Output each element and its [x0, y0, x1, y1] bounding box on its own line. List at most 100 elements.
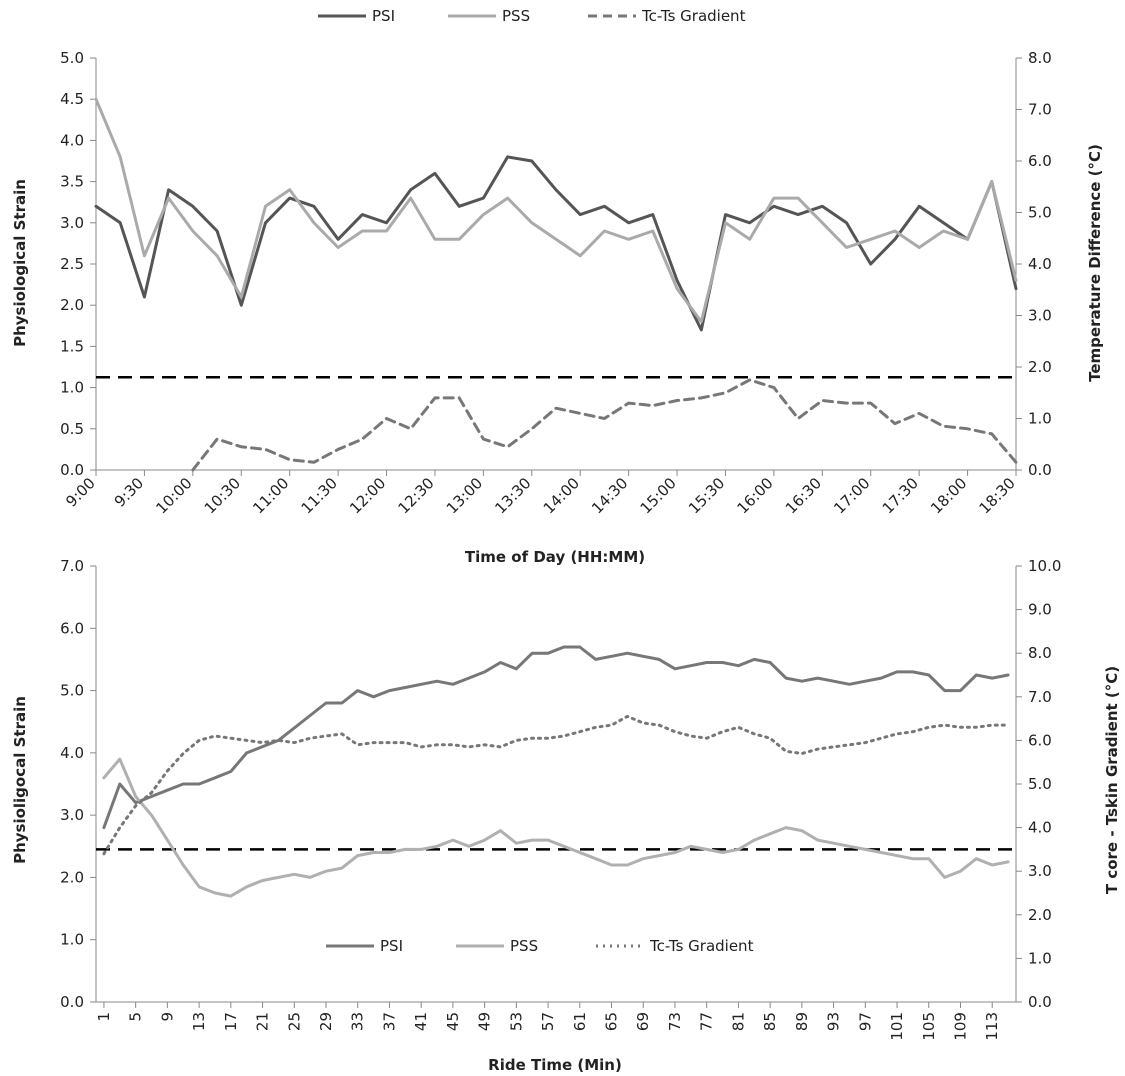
- bot-x-tick-label: 49: [476, 1012, 494, 1031]
- top-y2-tick-label: 7.0: [1028, 101, 1052, 119]
- bot-x-tick-label: 5: [127, 1012, 145, 1022]
- bot-y2-tick-label: 8.0: [1028, 644, 1052, 662]
- top-x-tick-label: 12:30: [394, 474, 437, 517]
- top-y2-tick-label: 0.0: [1028, 461, 1052, 479]
- top-y-tick-label: 2.0: [60, 296, 84, 314]
- bot-legend-label: PSS: [510, 937, 538, 955]
- top-x-tick-label: 9:30: [111, 474, 148, 511]
- bot-y2-tick-label: 4.0: [1028, 819, 1052, 837]
- bot-y2-tick-label: 7.0: [1028, 688, 1052, 706]
- bot-x-tick-label: 37: [380, 1012, 398, 1031]
- top-x-tick-label: 14:30: [588, 474, 631, 517]
- bot-x-tick-label: 73: [666, 1012, 684, 1031]
- top-y-tick-label: 3.0: [60, 214, 84, 232]
- bot-x-tick-label: 97: [856, 1012, 874, 1031]
- top-x-tick-label: 13:00: [443, 474, 486, 517]
- bot-x-tick-label: 61: [571, 1012, 589, 1031]
- bot-x-tick-label: 41: [412, 1012, 430, 1031]
- top-y-tick-label: 0.0: [60, 461, 84, 479]
- top-axes: 0.0 0.5 1.0 1.5 2.0 2.5 3.0 3.5 4.0 4.5 5.0 0.0 1.0 2…: [60, 49, 1052, 517]
- bot-series-line-psi: [102, 645, 1010, 830]
- bot-x-tick-label: 105: [920, 1012, 938, 1041]
- top-x-tick-label: 15:30: [685, 474, 728, 517]
- top-y2-tick-label: 4.0: [1028, 255, 1052, 273]
- top-x-tick-label: 16:30: [782, 474, 825, 517]
- bot-x-tick-label: 9: [158, 1012, 176, 1022]
- top-x-tick-label: 12:00: [346, 474, 389, 517]
- top-chart: PSI PSS Tc-Ts Gradient 0.0 0.5 1.0 1.5 2.0 2.5 3…: [11, 7, 1104, 566]
- top-legend-label: PSI: [372, 7, 395, 25]
- bottom-series: [102, 645, 1010, 898]
- bot-x-tick-label: 13: [190, 1012, 208, 1031]
- bot-y2-tick-label: 6.0: [1028, 731, 1052, 749]
- bot-x-tick-label: 109: [951, 1012, 969, 1041]
- bot-y2-tick-label: 5.0: [1028, 775, 1052, 793]
- bottom-x-axis-title: Ride Time (Min): [488, 1056, 622, 1074]
- bot-x-tick-label: 53: [507, 1012, 525, 1031]
- top-x-tick-label: 18:30: [976, 474, 1019, 517]
- top-x-axis-title: Time of Day (HH:MM): [465, 548, 645, 566]
- bot-y-tick-label: 2.0: [60, 868, 84, 886]
- top-series: [94, 97, 1018, 472]
- bot-x-tick-label: 93: [825, 1012, 843, 1031]
- top-y-tick-label: 0.5: [60, 420, 84, 438]
- top-y-axis-title: Physiological Strain: [11, 179, 29, 347]
- bot-y-tick-label: 6.0: [60, 619, 84, 637]
- top-series-line-tc-ts-gradient: [191, 378, 1018, 472]
- bot-x-tick-label: 21: [254, 1012, 272, 1031]
- top-x-tick-label: 9:00: [62, 474, 99, 511]
- bottom-y2-axis-title: T core - Tskin Gradient (°C): [1103, 666, 1121, 894]
- bot-x-tick-label: 57: [539, 1012, 557, 1031]
- bot-x-tick-label: 1: [95, 1012, 113, 1022]
- top-x-tick-label: 10:00: [152, 474, 195, 517]
- top-y-tick-label: 4.0: [60, 131, 84, 149]
- top-legend-label: PSS: [502, 7, 530, 25]
- top-x-tick-label: 16:00: [733, 474, 776, 517]
- bot-x-tick-label: 45: [444, 1012, 462, 1031]
- top-y2-tick-label: 8.0: [1028, 49, 1052, 67]
- top-x-tick-label: 11:30: [298, 474, 341, 517]
- top-y-tick-label: 1.5: [60, 337, 84, 355]
- bot-y-tick-label: 1.0: [60, 931, 84, 949]
- top-y-tick-label: 2.5: [60, 255, 84, 273]
- bot-x-tick-label: 77: [698, 1012, 716, 1031]
- top-y-tick-label: 3.5: [60, 173, 84, 191]
- bot-y2-tick-label: 10.0: [1028, 557, 1061, 575]
- top-series-line-pss: [94, 97, 1018, 324]
- bottom-legend: PSI PSS Tc-Ts Gradient: [326, 937, 754, 955]
- top-y2-axis-title: Temperature Difference (°C): [1086, 144, 1104, 382]
- bot-y2-tick-label: 9.0: [1028, 601, 1052, 619]
- bot-y-tick-label: 0.0: [60, 993, 84, 1011]
- top-x-tick-label: 13:30: [491, 474, 534, 517]
- bot-y-tick-label: 3.0: [60, 806, 84, 824]
- bot-y2-tick-label: 2.0: [1028, 906, 1052, 924]
- bot-legend-label: PSI: [380, 937, 403, 955]
- bot-series-line-tc-ts-gradient: [102, 714, 1010, 856]
- bot-x-tick-label: 33: [349, 1012, 367, 1031]
- top-y2-tick-label: 6.0: [1028, 152, 1052, 170]
- bot-x-tick-label: 17: [222, 1012, 240, 1031]
- bottom-y-axis-title: Physioligocal Strain: [11, 696, 29, 864]
- top-x-tick-label: 10:30: [201, 474, 244, 517]
- top-x-tick-label: 14:00: [540, 474, 583, 517]
- bot-x-tick-label: 69: [634, 1012, 652, 1031]
- top-x-tick-label: 17:00: [830, 474, 873, 517]
- top-legend: PSI PSS Tc-Ts Gradient: [318, 7, 746, 25]
- bot-x-tick-label: 89: [793, 1012, 811, 1031]
- bot-x-tick-label: 65: [603, 1012, 621, 1031]
- bot-x-tick-label: 25: [285, 1012, 303, 1031]
- bot-y-tick-label: 5.0: [60, 682, 84, 700]
- top-series-line-psi: [94, 155, 1018, 332]
- top-y2-tick-label: 5.0: [1028, 204, 1052, 222]
- top-y-tick-label: 1.0: [60, 379, 84, 397]
- top-y2-tick-label: 1.0: [1028, 410, 1052, 428]
- top-x-tick-label: 15:00: [637, 474, 680, 517]
- bot-x-tick-label: 113: [983, 1012, 1001, 1041]
- bottom-chart: 0.0 1.0 2.0 3.0 4.0 5.0 6.0 7.0 0.0 1.0 2.0 3.0 4.0 5…: [11, 557, 1121, 1074]
- bot-y-tick-label: 7.0: [60, 557, 84, 575]
- top-y2-tick-label: 2.0: [1028, 358, 1052, 376]
- top-x-tick-label: 11:00: [249, 474, 292, 517]
- top-y-tick-label: 5.0: [60, 49, 84, 67]
- bot-x-tick-label: 101: [888, 1012, 906, 1041]
- top-y-tick-label: 4.5: [60, 90, 84, 108]
